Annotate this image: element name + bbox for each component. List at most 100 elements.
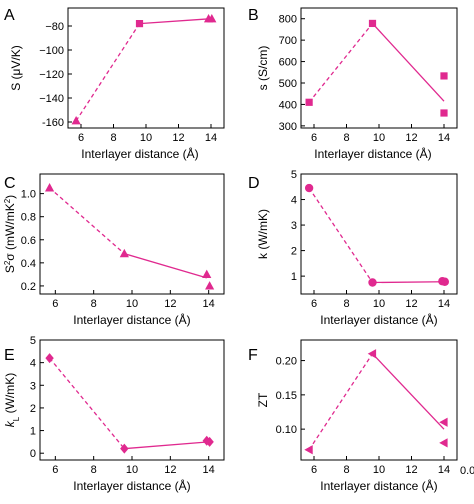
plot-frame <box>300 173 458 295</box>
data-point <box>135 20 144 28</box>
y-tick-label: 0.4 <box>21 258 36 270</box>
data-point <box>440 109 448 117</box>
data-point <box>439 438 448 448</box>
plot-frame <box>67 7 225 129</box>
x-tick-label: 10 <box>373 298 385 310</box>
y-tick-label: 5 <box>30 335 36 347</box>
data-point <box>368 19 377 28</box>
x-tick-label: 14 <box>438 298 450 310</box>
x-tick-label: 12 <box>405 464 417 476</box>
plot-frame <box>300 339 458 461</box>
dashed-trend-line <box>308 353 374 451</box>
panel-letter: C <box>4 175 16 192</box>
x-tick-label: 14 <box>438 464 450 476</box>
y-tick-label: 0.15 <box>276 390 297 402</box>
y-axis-label: S2σ (mW/mK2) <box>3 195 18 273</box>
x-tick-label: 10 <box>126 464 138 476</box>
data-point <box>368 278 377 287</box>
y-axis-label: k (W/mK) <box>256 209 270 259</box>
y-tick-label: 0.8 <box>21 212 36 224</box>
solid-trend-line <box>139 18 210 25</box>
x-axis-label: Interlayer distance (Å) <box>73 312 190 327</box>
panel-a: A 6 8 10 12 14 -160 −140 −120 −100 −80 Interlayer d… <box>4 7 225 161</box>
y-tick-label: 0 <box>30 448 36 460</box>
x-tick-label: 12 <box>172 132 184 144</box>
y-tick-label: 1 <box>291 271 297 283</box>
y-tick-label: 4 <box>291 195 297 207</box>
plot-frame <box>300 7 458 129</box>
x-tick-label: 8 <box>343 132 349 144</box>
data-point <box>304 183 314 193</box>
x-tick-label: 8 <box>110 132 116 144</box>
data-point <box>205 281 215 290</box>
x-tick-label: 10 <box>140 132 152 144</box>
y-axis-label: kL (W/mK) <box>3 373 21 427</box>
y-tick-label: 5 <box>291 169 297 181</box>
x-tick-label: 14 <box>203 298 215 310</box>
data-point <box>202 269 212 278</box>
panel-b: B 6 8 10 12 14 300 400 500 600 700 800 Interlayer di… <box>248 7 458 161</box>
x-axis-label: Interlayer distance (Å) <box>320 312 437 327</box>
x-tick-label: 12 <box>164 298 176 310</box>
y-tick-label: -160 <box>42 117 64 129</box>
x-axis-label: Interlayer distance (Å) <box>314 146 431 161</box>
x-tick-label: 6 <box>52 464 58 476</box>
y-axis-label: S (μV/K) <box>9 45 23 91</box>
data-point <box>440 72 448 80</box>
y-tick-label: −140 <box>39 93 64 105</box>
data-point <box>205 436 214 447</box>
y-tick-label: 0.2 <box>21 281 36 293</box>
x-tick-label: 10 <box>373 132 385 144</box>
data-point <box>120 443 129 454</box>
y-tick-label: 2 <box>291 246 297 258</box>
x-tick-label: 12 <box>405 132 417 144</box>
x-tick-label: 8 <box>91 298 97 310</box>
panel-letter: D <box>248 175 260 192</box>
x-tick-label: 10 <box>126 298 138 310</box>
x-tick-label: 8 <box>343 464 349 476</box>
y-axis-label: s (S/cm) <box>256 46 270 91</box>
dashed-trend-line <box>308 23 374 103</box>
x-tick-label: 14 <box>203 464 215 476</box>
dashed-trend-line <box>49 357 125 450</box>
x-tick-label: 6 <box>311 132 317 144</box>
solid-trend-line <box>124 252 207 279</box>
y-tick-label: 300 <box>279 121 297 133</box>
solid-trend-line <box>124 441 209 450</box>
data-point <box>440 277 450 286</box>
panel-letter: E <box>4 347 15 364</box>
data-point <box>119 248 129 258</box>
y-tick-label: 2 <box>30 403 36 415</box>
y-tick-label: 700 <box>279 35 297 47</box>
panel-letter: F <box>248 347 258 364</box>
x-tick-label: 12 <box>164 464 176 476</box>
panel-letter: B <box>248 7 259 24</box>
data-point <box>45 353 54 364</box>
data-point <box>367 349 377 359</box>
x-axis-label: Interlayer distance (Å) <box>73 478 190 493</box>
y-tick-label: 3 <box>30 380 36 392</box>
y-tick-label: −120 <box>39 69 64 81</box>
y-tick-label: −100 <box>39 45 64 57</box>
y-tick-label: 600 <box>279 57 297 69</box>
x-axis-label: Interlayer distance (Å) <box>81 146 198 161</box>
dashed-trend-line <box>49 187 125 255</box>
y-axis-label: ZT <box>256 392 270 407</box>
solid-trend-line <box>372 281 445 284</box>
y-tick-label: 1 <box>30 426 36 438</box>
x-axis-label: Interlayer distance (Å) <box>320 478 437 493</box>
plot-frame <box>39 173 225 295</box>
plot-frame <box>39 339 225 461</box>
panel-letter: A <box>4 7 15 24</box>
y-tick-label: 400 <box>279 99 297 111</box>
x-tick-label: 14 <box>205 132 217 144</box>
x-tick-label: 14 <box>438 132 450 144</box>
data-point <box>44 183 55 192</box>
panel-f: F 6 8 10 12 14 0.10 0.15 0.20 0.05 Interlayer dist… <box>248 339 474 493</box>
x-tick-label: 8 <box>343 298 349 310</box>
data-point <box>304 445 313 455</box>
data-point <box>71 116 81 125</box>
x-tick-label: 10 <box>373 464 385 476</box>
